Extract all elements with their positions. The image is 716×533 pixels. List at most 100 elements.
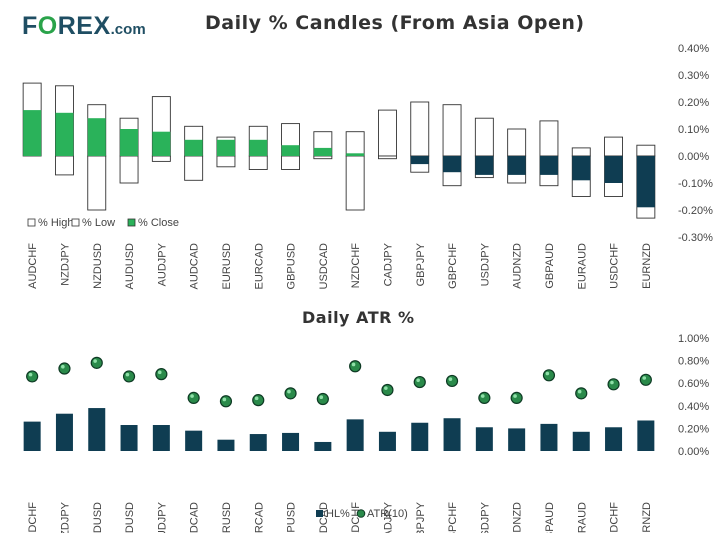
atr-point-audnzd: [510, 391, 523, 404]
atr-point-eurnzd: [639, 373, 652, 386]
atr-point-highlight-audjpy: [157, 370, 162, 375]
atr-point-usdchf: [607, 378, 620, 391]
close-bar-gbpchf: [443, 156, 462, 173]
hl-bar-nzdusd: [88, 408, 106, 451]
x-tick-label-candles-nzdjpy: NZDJPY: [59, 242, 71, 285]
high-bar-usdjpy: [474, 117, 494, 157]
legend-label-candles-1: % Low: [82, 217, 115, 229]
x-tick-label-candles-eurusd: EURUSD: [221, 243, 233, 290]
atr-point-usdcad: [316, 392, 329, 406]
close-bar-usdcad: [313, 147, 332, 156]
hl-bar-nzdjpy: [55, 413, 73, 451]
y-tick-label-candles-5: -0.10%: [678, 178, 713, 190]
hl-bar-gbpaud: [540, 423, 558, 451]
x-tick-label-candles-gbpusd: GBPUSD: [286, 243, 298, 290]
atr-point-highlight-euraud: [577, 389, 582, 394]
y-tick-label-atr-5: 0.00%: [678, 446, 709, 458]
close-bar-eurusd: [216, 139, 235, 156]
legend-swatch-candles-0: [27, 218, 36, 227]
atr-point-nzdjpy: [58, 362, 71, 375]
close-bar-euraud: [572, 156, 591, 181]
atr-point-highlight-nzdusd: [93, 359, 97, 363]
y-tick-label-candles-0: 0.40%: [678, 43, 709, 55]
y-tick-label-atr-2: 0.60%: [678, 378, 709, 390]
x-tick-label-candles-audusd: AUDUSD: [124, 243, 136, 290]
x-tick-label-atr-usdchf: USDCHF: [609, 502, 621, 533]
low-bar-nzdchf: [345, 155, 365, 211]
hl-bar-usdjpy: [475, 427, 493, 451]
legend-swatch-atr: [356, 509, 366, 518]
atr-point-highlight-usdcad: [319, 395, 324, 400]
y-tick-label-candles-4: 0.00%: [678, 151, 709, 163]
x-tick-label-candles-audnzd: AUDNZD: [512, 243, 524, 289]
atr-point-audchf: [26, 370, 39, 383]
x-tick-label-atr-audjpy: AUDJPY: [156, 501, 168, 533]
close-bar-audchf: [23, 110, 42, 156]
low-bar-audusd: [119, 155, 139, 184]
hl-bar-audjpy: [152, 425, 170, 451]
hl-bar-usdchf: [605, 427, 623, 451]
atr-point-usdjpy: [478, 391, 491, 404]
x-tick-label-atr-cadjpy: CADJPY: [382, 501, 394, 533]
x-tick-label-candles-nzdusd: NZDUSD: [92, 243, 104, 289]
close-bar-audjpy: [152, 131, 171, 156]
low-bar-eurusd: [216, 155, 236, 168]
x-tick-label-atr-gbpjpy: GBPJPY: [415, 501, 427, 533]
x-tick-label-candles-eurcad: EURCAD: [253, 243, 265, 290]
x-tick-label-atr-audcad: AUDCAD: [189, 502, 201, 533]
x-tick-label-atr-gbpchf: GBPCHF: [447, 502, 459, 533]
y-tick-label-candles-7: -0.30%: [678, 232, 713, 244]
atr-point-highlight-nzdchf: [351, 362, 356, 367]
high-bar-gbpjpy: [410, 101, 430, 157]
close-bar-nzdchf: [346, 153, 365, 156]
hl-bar-gbpchf: [443, 418, 461, 451]
hl-bar-gbpusd: [282, 432, 300, 451]
x-tick-label-atr-nzdusd: NZDUSD: [92, 502, 104, 533]
y-tick-label-atr-1: 0.80%: [678, 356, 709, 368]
hl-bar-audcad: [185, 430, 203, 451]
high-bar-eurnzd: [636, 144, 656, 157]
y-tick-label-candles-3: 0.10%: [678, 124, 709, 136]
atr-point-nzdusd: [90, 356, 103, 369]
hl-bar-cadjpy: [378, 431, 396, 451]
atr-point-highlight-audcad: [190, 394, 194, 398]
atr-point-audusd: [122, 370, 136, 383]
atr-point-eurusd: [219, 395, 233, 408]
y-tick-label-atr-0: 1.00%: [678, 333, 709, 345]
y-tick-label-candles-2: 0.20%: [678, 97, 709, 109]
low-bar-eurcad: [248, 155, 268, 170]
legend-swatch-candles-2: [127, 218, 136, 227]
hl-bar-eurcad: [249, 434, 267, 451]
high-bar-nzdchf: [345, 131, 365, 157]
low-bar-cadjpy: [378, 155, 397, 160]
atr-point-highlight-audnzd: [513, 394, 517, 398]
close-bar-gbpaud: [539, 156, 558, 175]
atr-point-highlight-audchf: [28, 372, 33, 377]
close-bar-gbpusd: [281, 145, 300, 156]
hl-bar-audusd: [120, 425, 138, 451]
close-bar-audnzd: [507, 156, 526, 175]
atr-point-cadjpy: [381, 383, 394, 397]
atr-point-euraud: [575, 387, 588, 400]
close-bar-nzdusd: [87, 118, 106, 156]
close-bar-usdchf: [604, 156, 623, 183]
x-tick-label-candles-usdcad: USDCAD: [318, 243, 330, 290]
y-tick-label-candles-6: -0.20%: [678, 205, 713, 217]
x-tick-label-atr-usdjpy: USDJPY: [479, 501, 491, 533]
legend-label-hl: HL%: [326, 508, 350, 520]
low-bar-gbpusd: [281, 155, 300, 170]
high-bar-euraud: [571, 147, 591, 157]
low-bar-audjpy: [151, 155, 171, 162]
x-tick-label-atr-audchf: AUDCHF: [27, 502, 39, 533]
x-tick-label-candles-eurnzd: EURNZD: [641, 243, 653, 289]
atr-point-nzdchf: [349, 360, 362, 373]
x-tick-label-candles-nzdchf: NZDCHF: [350, 243, 362, 288]
high-bar-usdchf: [604, 136, 623, 157]
atr-point-highlight-gbpaud: [545, 371, 550, 376]
legend-swatch-hl: [316, 510, 323, 517]
x-tick-label-atr-eurusd: EURUSD: [221, 502, 233, 533]
x-tick-label-candles-usdchf: USDCHF: [609, 243, 621, 289]
hl-bar-nzdchf: [346, 419, 364, 451]
atr-point-highlight-usdjpy: [480, 394, 485, 398]
